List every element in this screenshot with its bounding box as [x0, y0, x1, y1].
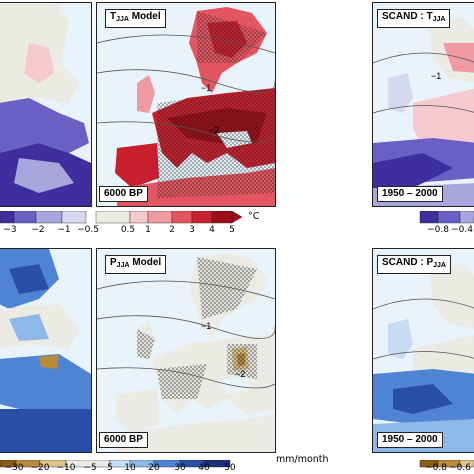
precip-scand-map — [373, 249, 474, 452]
ptick-left-2: −20 — [30, 463, 50, 473]
panel-title-precip: PJJA Model — [105, 255, 167, 274]
map-panel-precip-left — [0, 248, 92, 453]
panel-title-scand: SCAND : TJJA — [377, 9, 451, 28]
precip-colorbar: −30 −20 −10 −5 5 10 20 30 40 50 mm/month… — [0, 454, 474, 474]
tick-left-3: −1 — [57, 225, 71, 235]
tick-right-2: −0.4 — [451, 225, 473, 235]
ptick-mid-3: 20 — [148, 463, 160, 473]
map-panel-precip-scand: SCAND : PJJA 1950 – 2000 — [372, 248, 474, 453]
ptick-mid-4: 30 — [174, 463, 186, 473]
precip-colorbar-bar — [0, 459, 474, 468]
temperature-model-map: −1 −2 — [97, 3, 275, 206]
ptick-mid-5: 40 — [198, 463, 210, 473]
contour-label-p2: −2 — [235, 369, 245, 379]
map-panel-temperature-scand: −1 SCAND : TJJA 1950 – 2000 — [372, 2, 474, 207]
temperature-colorbar: −3 −2 −1 −0.5 0.5 1 2 3 4 5 °C −0.8 −0.4 — [0, 210, 474, 241]
ptick-mid-2: 10 — [124, 463, 136, 473]
tick-mid-4: 3 — [189, 225, 195, 235]
precip-model-map: −1 −2 — [97, 249, 275, 452]
precip-unit: mm/month — [276, 454, 329, 465]
tick-left-4: −0.5 — [77, 225, 99, 235]
panel-title: TJJA Model — [105, 9, 166, 28]
tick-right-1: −0.8 — [427, 225, 449, 235]
tick-mid-3: 2 — [169, 225, 175, 235]
temperature-scand-map: −1 — [373, 3, 474, 206]
ptick-right-1: −0.8 — [425, 463, 447, 473]
temperature-left-map — [0, 3, 91, 206]
temperature-colorbar-bar — [0, 210, 474, 224]
tick-mid-5: 4 — [209, 225, 215, 235]
map-panel-temperature-left — [0, 2, 92, 207]
ptick-left-3: −10 — [56, 463, 76, 473]
tick-mid-6: 5 — [229, 225, 235, 235]
tick-left-2: −2 — [31, 225, 45, 235]
map-panel-precip-model: −1 −2 PJJA Model 6000 BP — [96, 248, 276, 453]
ptick-left-1: −30 — [4, 463, 24, 473]
tick-mid-2: 1 — [145, 225, 151, 235]
period-label-precip: 6000 BP — [99, 432, 148, 448]
contour-label-p1: −1 — [201, 321, 211, 331]
period-label: 6000 BP — [99, 186, 148, 202]
ptick-left-4: −5 — [83, 463, 97, 473]
temperature-unit: °C — [248, 211, 260, 222]
ptick-right-2: −0.6 — [449, 463, 471, 473]
precip-left-map — [0, 249, 91, 452]
contour-label-1: −1 — [201, 83, 211, 93]
tick-left-1: −3 — [3, 225, 17, 235]
panel-title-precip-scand: SCAND : PJJA — [377, 255, 451, 274]
contour-label-scand-1: −1 — [431, 71, 441, 81]
ptick-mid-1: 5 — [107, 463, 113, 473]
map-panel-temperature-model: −1 −2 TJJA Model 6000 BP — [96, 2, 276, 207]
contour-label-2: −2 — [209, 125, 219, 135]
ptick-mid-6: 50 — [224, 463, 236, 473]
period-label-scand: 1950 – 2000 — [377, 186, 443, 202]
tick-mid-1: 0.5 — [120, 225, 136, 235]
period-label-precip-scand: 1950 – 2000 — [377, 432, 443, 448]
